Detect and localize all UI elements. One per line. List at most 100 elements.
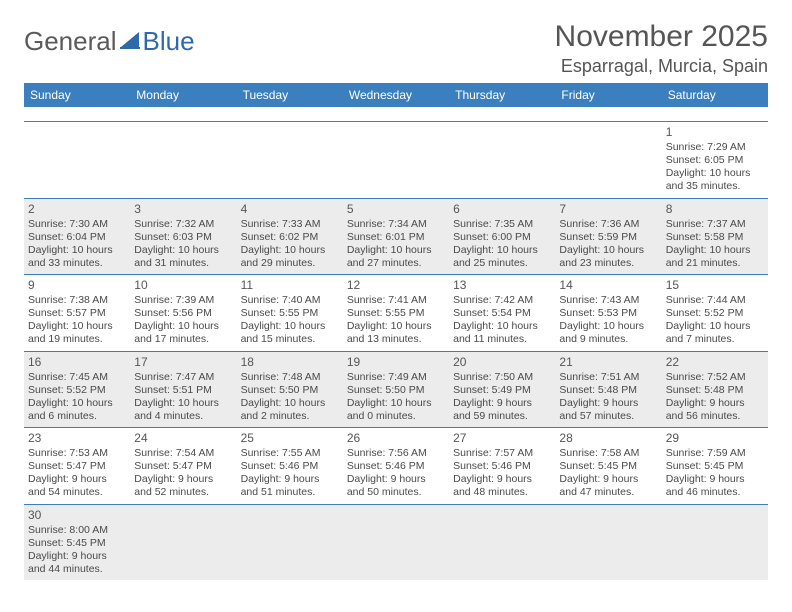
day-info-line: Daylight: 9 hours (453, 473, 551, 486)
day-info-line: Daylight: 10 hours (134, 244, 232, 257)
day-info-line: Sunrise: 7:37 AM (666, 218, 764, 231)
day-info-line: Sunrise: 8:00 AM (28, 524, 126, 537)
day-info-line: Sunrise: 7:56 AM (347, 447, 445, 460)
day-info-line: Sunrise: 7:44 AM (666, 294, 764, 307)
day-cell: 15Sunrise: 7:44 AMSunset: 5:52 PMDayligh… (662, 275, 768, 351)
day-info-line: Sunset: 5:48 PM (666, 384, 764, 397)
day-number: 30 (28, 508, 126, 523)
location-text: Esparragal, Murcia, Spain (555, 56, 768, 77)
logo-text-blue: Blue (143, 26, 195, 57)
day-info-line: Sunrise: 7:53 AM (28, 447, 126, 460)
day-info-line: Sunset: 6:01 PM (347, 231, 445, 244)
day-cell: 1Sunrise: 7:29 AMSunset: 6:05 PMDaylight… (662, 122, 768, 198)
day-info-line: Sunrise: 7:58 AM (559, 447, 657, 460)
day-info-line: and 47 minutes. (559, 486, 657, 499)
day-info-line: Daylight: 10 hours (241, 397, 339, 410)
day-number: 26 (347, 431, 445, 446)
day-info-line: and 19 minutes. (28, 333, 126, 346)
day-info-line: Daylight: 9 hours (666, 473, 764, 486)
day-cell (555, 122, 661, 198)
day-number: 25 (241, 431, 339, 446)
day-cell: 27Sunrise: 7:57 AMSunset: 5:46 PMDayligh… (449, 428, 555, 504)
day-info-line: Sunrise: 7:32 AM (134, 218, 232, 231)
week-row: 2Sunrise: 7:30 AMSunset: 6:04 PMDaylight… (24, 199, 768, 276)
day-number: 21 (559, 355, 657, 370)
day-cell (343, 505, 449, 581)
day-cell: 20Sunrise: 7:50 AMSunset: 5:49 PMDayligh… (449, 352, 555, 428)
day-number: 8 (666, 202, 764, 217)
day-header: Saturday (662, 83, 768, 107)
day-info-line: Sunset: 5:49 PM (453, 384, 551, 397)
page-header: General Blue November 2025 Esparragal, M… (24, 20, 768, 77)
day-info-line: Sunrise: 7:38 AM (28, 294, 126, 307)
logo: General Blue (24, 26, 195, 57)
day-cell: 3Sunrise: 7:32 AMSunset: 6:03 PMDaylight… (130, 199, 236, 275)
day-cell (130, 505, 236, 581)
day-number: 12 (347, 278, 445, 293)
day-info-line: Sunrise: 7:40 AM (241, 294, 339, 307)
day-cell: 28Sunrise: 7:58 AMSunset: 5:45 PMDayligh… (555, 428, 661, 504)
day-info-line: Daylight: 9 hours (453, 397, 551, 410)
day-info-line: Sunrise: 7:54 AM (134, 447, 232, 460)
day-info-line: Sunrise: 7:45 AM (28, 371, 126, 384)
day-header: Sunday (24, 83, 130, 107)
spacer-cell (662, 107, 768, 121)
day-cell: 16Sunrise: 7:45 AMSunset: 5:52 PMDayligh… (24, 352, 130, 428)
day-info-line: and 50 minutes. (347, 486, 445, 499)
day-info-line: Sunset: 5:46 PM (453, 460, 551, 473)
day-info-line: and 56 minutes. (666, 410, 764, 423)
day-cell (343, 122, 449, 198)
day-info-line: Sunrise: 7:35 AM (453, 218, 551, 231)
day-info-line: Sunset: 6:02 PM (241, 231, 339, 244)
day-number: 15 (666, 278, 764, 293)
day-info-line: Sunset: 5:45 PM (559, 460, 657, 473)
day-cell: 10Sunrise: 7:39 AMSunset: 5:56 PMDayligh… (130, 275, 236, 351)
day-number: 18 (241, 355, 339, 370)
day-cell: 29Sunrise: 7:59 AMSunset: 5:45 PMDayligh… (662, 428, 768, 504)
day-info-line: Sunset: 5:45 PM (666, 460, 764, 473)
week-row: 9Sunrise: 7:38 AMSunset: 5:57 PMDaylight… (24, 275, 768, 352)
day-info-line: and 27 minutes. (347, 257, 445, 270)
day-info-line: and 57 minutes. (559, 410, 657, 423)
week-row: 16Sunrise: 7:45 AMSunset: 5:52 PMDayligh… (24, 352, 768, 429)
day-info-line: and 35 minutes. (666, 180, 764, 193)
title-block: November 2025 Esparragal, Murcia, Spain (555, 20, 768, 77)
day-number: 6 (453, 202, 551, 217)
spacer-cell (343, 107, 449, 121)
day-number: 11 (241, 278, 339, 293)
day-info-line: Daylight: 9 hours (666, 397, 764, 410)
day-info-line: Sunrise: 7:36 AM (559, 218, 657, 231)
day-info-line: Daylight: 10 hours (241, 320, 339, 333)
day-number: 27 (453, 431, 551, 446)
day-info-line: Daylight: 9 hours (28, 473, 126, 486)
day-info-line: Daylight: 10 hours (666, 244, 764, 257)
day-cell: 24Sunrise: 7:54 AMSunset: 5:47 PMDayligh… (130, 428, 236, 504)
day-cell (237, 505, 343, 581)
day-header: Thursday (449, 83, 555, 107)
day-info-line: and 2 minutes. (241, 410, 339, 423)
day-info-line: Daylight: 10 hours (347, 244, 445, 257)
day-info-line: Sunset: 5:55 PM (347, 307, 445, 320)
day-info-line: Sunset: 5:58 PM (666, 231, 764, 244)
day-info-line: and 11 minutes. (453, 333, 551, 346)
day-cell: 11Sunrise: 7:40 AMSunset: 5:55 PMDayligh… (237, 275, 343, 351)
day-header: Wednesday (343, 83, 449, 107)
day-info-line: and 46 minutes. (666, 486, 764, 499)
day-info-line: and 59 minutes. (453, 410, 551, 423)
day-info-line: Daylight: 10 hours (666, 320, 764, 333)
day-info-line: Sunset: 5:54 PM (453, 307, 551, 320)
day-info-line: Daylight: 9 hours (241, 473, 339, 486)
day-info-line: Daylight: 9 hours (347, 473, 445, 486)
day-info-line: Sunrise: 7:49 AM (347, 371, 445, 384)
day-number: 19 (347, 355, 445, 370)
day-cell: 23Sunrise: 7:53 AMSunset: 5:47 PMDayligh… (24, 428, 130, 504)
day-info-line: Sunrise: 7:42 AM (453, 294, 551, 307)
day-number: 3 (134, 202, 232, 217)
day-info-line: and 33 minutes. (28, 257, 126, 270)
day-cell (237, 122, 343, 198)
day-info-line: Sunset: 6:03 PM (134, 231, 232, 244)
day-info-line: Sunset: 5:47 PM (134, 460, 232, 473)
day-header-row: Sunday Monday Tuesday Wednesday Thursday… (24, 83, 768, 107)
day-info-line: Sunset: 6:05 PM (666, 154, 764, 167)
day-info-line: and 44 minutes. (28, 563, 126, 576)
